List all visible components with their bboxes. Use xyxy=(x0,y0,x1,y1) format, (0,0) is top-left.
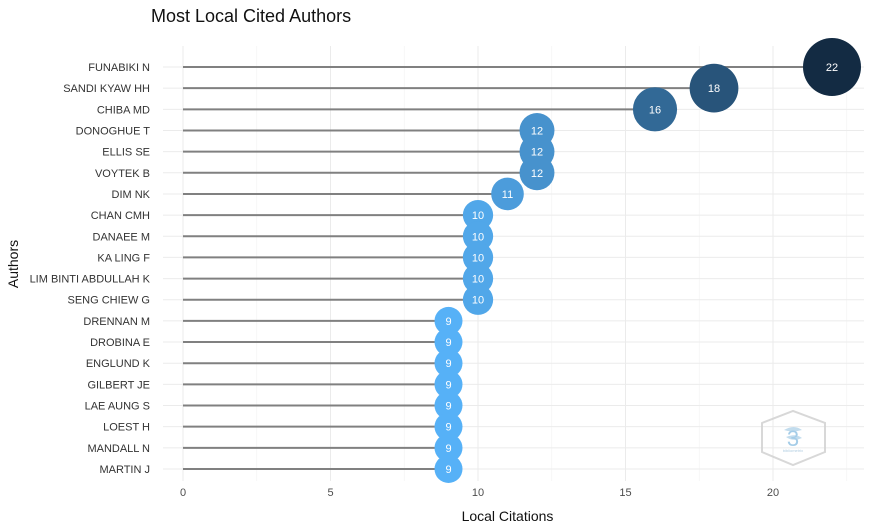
y-tick-label: DROBINA E xyxy=(90,337,150,349)
lollipop-dot xyxy=(803,38,861,96)
data-label: 9 xyxy=(445,379,451,391)
y-tick-label: LIM BINTI ABDULLAH K xyxy=(30,274,151,286)
dot-layer xyxy=(434,38,861,483)
data-label: 10 xyxy=(472,252,484,264)
lollipop-dot xyxy=(462,221,494,252)
lollipop-dot xyxy=(434,391,463,420)
data-label: 22 xyxy=(826,62,838,74)
data-label: 11 xyxy=(502,189,513,201)
y-tick-label: FUNABIKI N xyxy=(88,62,150,74)
bibliometrix-logo-watermark: 3 bibliometrix xyxy=(761,409,826,467)
data-label: 9 xyxy=(445,422,451,434)
y-tick-label: MARTIN J xyxy=(99,464,150,476)
y-tick-label: LAE AUNG S xyxy=(85,401,150,413)
lollipop-dot xyxy=(462,199,494,231)
y-tick-label: ELLIS SE xyxy=(102,147,150,159)
y-tick-label: GILBERT JE xyxy=(87,379,150,391)
y-tick-label: SANDI KYAW HH xyxy=(63,83,150,95)
data-label: 9 xyxy=(445,401,451,413)
lollipop-dot xyxy=(434,349,463,378)
data-label: 10 xyxy=(472,210,484,222)
data-label: 10 xyxy=(472,274,484,286)
y-tick-label: MANDALL N xyxy=(87,443,150,455)
y-tick-label: LOEST H xyxy=(103,422,150,434)
lollipop-dot xyxy=(632,87,678,132)
grid-layer xyxy=(163,46,864,481)
data-label: 18 xyxy=(708,83,720,95)
lollipop-dot xyxy=(689,63,739,113)
lollipop-dot xyxy=(434,433,463,462)
lollipop-dot xyxy=(462,242,494,273)
lollipop-dot xyxy=(434,370,463,399)
lollipop-dot xyxy=(462,284,494,315)
lollipop-dot xyxy=(462,263,494,294)
lollipop-dot xyxy=(491,177,524,211)
data-label: 12 xyxy=(531,147,543,159)
x-tick-label: 20 xyxy=(767,487,779,499)
svg-text:bibliometrix: bibliometrix xyxy=(783,448,803,453)
chart-title: Most Local Cited Authors xyxy=(151,6,352,26)
lollipop-dot xyxy=(519,155,555,191)
y-tick-label: CHIBA MD xyxy=(97,104,150,116)
x-axis-label: Local Citations xyxy=(461,508,554,524)
lollipop-dot xyxy=(434,328,463,357)
x-tick-label: 5 xyxy=(327,487,333,499)
data-label: 10 xyxy=(472,231,484,243)
x-tick-label: 0 xyxy=(180,487,186,499)
data-label: 12 xyxy=(531,168,543,180)
y-tick-label: DANAEE M xyxy=(93,231,150,243)
data-label: 9 xyxy=(445,443,451,455)
y-tick-label: DRENNAN M xyxy=(83,316,150,328)
lollipop-dot xyxy=(434,306,463,335)
data-label: 12 xyxy=(531,125,543,137)
x-tick-label: 15 xyxy=(619,487,631,499)
stem-layer xyxy=(183,66,832,470)
y-tick-label: VOYTEK B xyxy=(95,168,150,180)
lollipop-dot xyxy=(434,455,463,483)
y-tick-label: SENG CHIEW G xyxy=(67,295,150,307)
y-tick-label: CHAN CMH xyxy=(91,210,150,222)
y-tick-label: ENGLUND K xyxy=(86,358,151,370)
y-tick-label: DIM NK xyxy=(112,189,151,201)
x-tick-label: 10 xyxy=(472,487,484,499)
data-label: 16 xyxy=(649,104,661,116)
label-layer: 0 5 10 15 20 FUNABIKI N 22 SANDI KYAW HH 18 CHIBA… xyxy=(30,62,839,499)
lollipop-dot xyxy=(434,412,463,441)
y-tick-label: DONOGHUE T xyxy=(76,125,151,137)
y-tick-label: KA LING F xyxy=(97,252,150,264)
data-label: 9 xyxy=(445,358,451,370)
data-label: 10 xyxy=(472,295,484,307)
data-label: 9 xyxy=(445,316,451,328)
data-label: 9 xyxy=(445,337,451,349)
data-label: 9 xyxy=(445,464,451,476)
svg-text:3: 3 xyxy=(787,426,799,451)
